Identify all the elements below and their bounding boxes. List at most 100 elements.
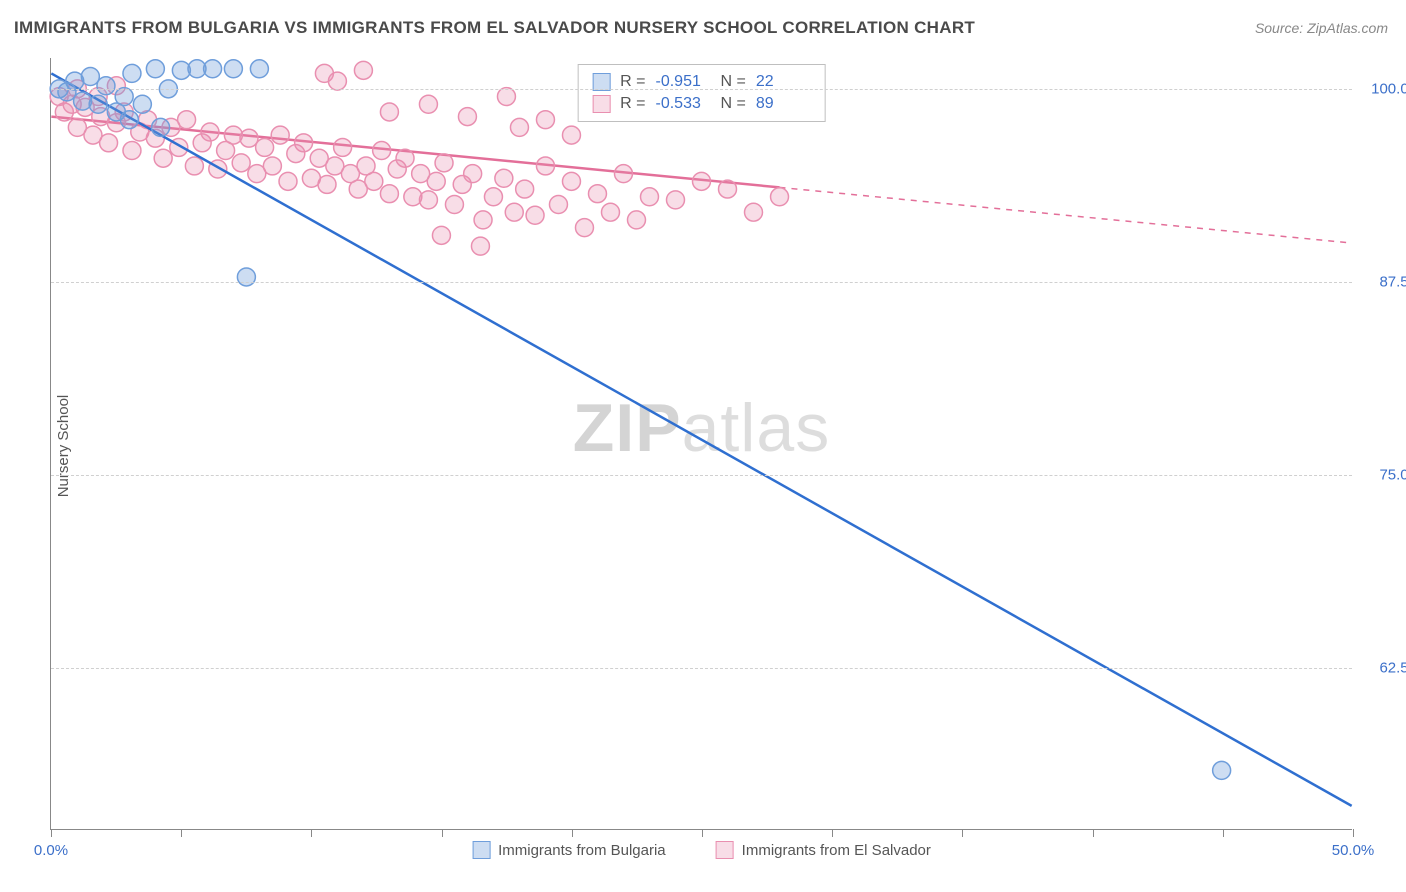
ytick-label: 100.0%: [1362, 80, 1406, 97]
data-point-bulgaria: [152, 118, 170, 136]
data-point-elsalvador: [536, 157, 554, 175]
data-point-elsalvador: [464, 165, 482, 183]
data-point-elsalvador: [432, 226, 450, 244]
data-point-elsalvador: [100, 134, 118, 152]
chart-container: IMMIGRANTS FROM BULGARIA VS IMMIGRANTS F…: [0, 0, 1406, 892]
chart-title: IMMIGRANTS FROM BULGARIA VS IMMIGRANTS F…: [14, 18, 975, 38]
gridline: [51, 668, 1352, 669]
data-point-elsalvador: [178, 111, 196, 129]
data-point-elsalvador: [640, 188, 658, 206]
xtick: [702, 829, 703, 837]
data-point-elsalvador: [380, 103, 398, 121]
ytick-label: 62.5%: [1362, 659, 1406, 676]
data-point-elsalvador: [263, 157, 281, 175]
data-point-bulgaria: [204, 60, 222, 78]
xtick: [1353, 829, 1354, 837]
data-point-elsalvador: [484, 188, 502, 206]
data-point-elsalvador: [601, 203, 619, 221]
data-point-bulgaria: [133, 95, 151, 113]
data-point-elsalvador: [315, 64, 333, 82]
data-point-elsalvador: [354, 61, 372, 79]
data-point-bulgaria: [74, 92, 92, 110]
stats-r-label: R =: [620, 95, 645, 113]
data-point-elsalvador: [495, 169, 513, 187]
data-point-elsalvador: [224, 126, 242, 144]
data-point-elsalvador: [201, 123, 219, 141]
regression-line-dashed-elsalvador: [780, 187, 1352, 243]
legend-bottom: Immigrants from Bulgaria Immigrants from…: [472, 841, 931, 859]
data-point-elsalvador: [471, 237, 489, 255]
data-point-elsalvador: [240, 129, 258, 147]
data-point-bulgaria: [237, 268, 255, 286]
data-point-elsalvador: [256, 138, 274, 156]
stats-legend-box: R = -0.951 N = 22 R = -0.533 N = 89: [577, 64, 826, 122]
xtick-label: 50.0%: [1332, 842, 1375, 859]
data-point-elsalvador: [380, 185, 398, 203]
data-point-elsalvador: [614, 165, 632, 183]
data-point-elsalvador: [458, 108, 476, 126]
data-point-elsalvador: [427, 172, 445, 190]
stats-n-label: N =: [721, 95, 746, 113]
data-point-elsalvador: [373, 142, 391, 160]
data-point-bulgaria: [250, 60, 268, 78]
data-point-elsalvador: [445, 196, 463, 214]
legend-item-bulgaria: Immigrants from Bulgaria: [472, 841, 666, 859]
data-point-elsalvador: [334, 138, 352, 156]
xtick: [832, 829, 833, 837]
data-point-elsalvador: [536, 111, 554, 129]
gridline: [51, 475, 1352, 476]
swatch-elsalvador: [592, 95, 610, 113]
data-point-elsalvador: [505, 203, 523, 221]
data-point-bulgaria: [81, 68, 99, 86]
xtick: [51, 829, 52, 837]
data-point-bulgaria: [123, 64, 141, 82]
data-point-elsalvador: [365, 172, 383, 190]
data-point-elsalvador: [627, 211, 645, 229]
data-point-elsalvador: [745, 203, 763, 221]
xtick: [311, 829, 312, 837]
data-point-elsalvador: [474, 211, 492, 229]
stats-row-elsalvador: R = -0.533 N = 89: [592, 93, 811, 115]
data-point-elsalvador: [123, 142, 141, 160]
data-point-elsalvador: [232, 154, 250, 172]
legend-item-elsalvador: Immigrants from El Salvador: [716, 841, 931, 859]
data-point-bulgaria: [120, 111, 138, 129]
data-point-elsalvador: [510, 118, 528, 136]
data-point-elsalvador: [667, 191, 685, 209]
data-point-elsalvador: [719, 180, 737, 198]
data-point-elsalvador: [516, 180, 534, 198]
stats-r-elsalvador: -0.533: [656, 95, 711, 113]
stats-n-elsalvador: 89: [756, 95, 811, 113]
source-attribution: Source: ZipAtlas.com: [1255, 20, 1388, 36]
xtick: [572, 829, 573, 837]
legend-swatch-elsalvador: [716, 841, 734, 859]
data-point-elsalvador: [562, 172, 580, 190]
xtick: [1093, 829, 1094, 837]
data-point-bulgaria: [89, 95, 107, 113]
legend-swatch-bulgaria: [472, 841, 490, 859]
data-point-elsalvador: [396, 149, 414, 167]
legend-label-elsalvador: Immigrants from El Salvador: [742, 842, 931, 859]
data-point-bulgaria: [224, 60, 242, 78]
data-point-elsalvador: [154, 149, 172, 167]
data-point-elsalvador: [185, 157, 203, 175]
data-point-elsalvador: [404, 188, 422, 206]
chart-svg: [51, 58, 1352, 829]
data-point-elsalvador: [435, 154, 453, 172]
xtick: [1223, 829, 1224, 837]
xtick: [181, 829, 182, 837]
gridline: [51, 282, 1352, 283]
data-point-elsalvador: [279, 172, 297, 190]
data-point-elsalvador: [271, 126, 289, 144]
data-point-elsalvador: [575, 219, 593, 237]
data-point-elsalvador: [562, 126, 580, 144]
data-point-bulgaria: [115, 88, 133, 106]
data-point-elsalvador: [419, 191, 437, 209]
xtick: [442, 829, 443, 837]
data-point-elsalvador: [295, 134, 313, 152]
legend-label-bulgaria: Immigrants from Bulgaria: [498, 842, 666, 859]
plot-area: ZIPatlas R = -0.951 N = 22 R = -0.533 N …: [50, 58, 1352, 830]
data-point-elsalvador: [497, 88, 515, 106]
gridline: [51, 89, 1352, 90]
data-point-elsalvador: [419, 95, 437, 113]
